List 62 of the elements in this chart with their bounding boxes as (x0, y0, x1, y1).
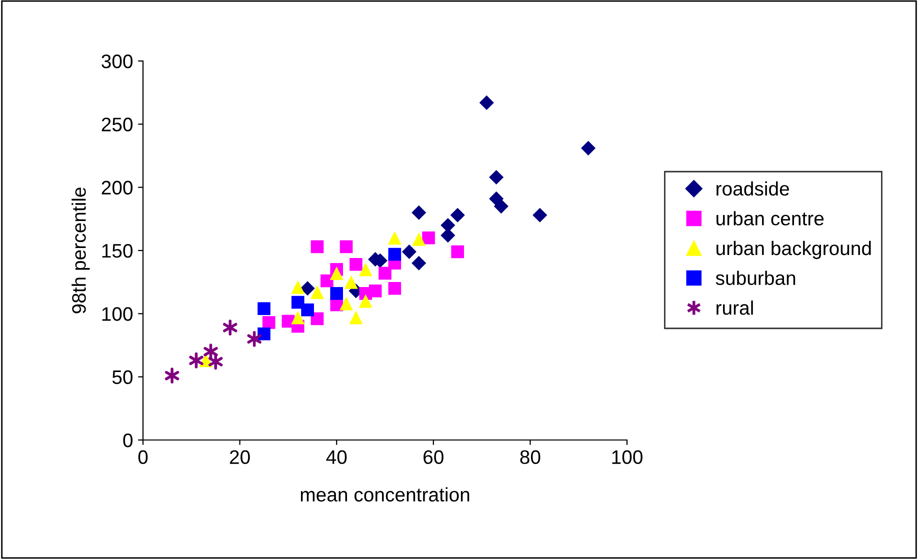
point (412, 205, 426, 220)
point (340, 240, 353, 254)
x-tick-label: 20 (230, 450, 250, 464)
point (580, 140, 596, 156)
legend-label: urban background (716, 240, 871, 260)
point (450, 208, 465, 222)
point (310, 240, 324, 254)
point (291, 280, 305, 294)
point (388, 282, 402, 295)
point (494, 199, 508, 214)
point (262, 316, 276, 329)
point (330, 266, 344, 280)
y-tick-label: 50 (112, 370, 133, 384)
point (479, 95, 494, 110)
x-tick-label: 60 (424, 450, 444, 464)
point (388, 231, 402, 245)
point (402, 244, 416, 260)
point (532, 208, 548, 222)
x-axis-title: mean concentration (300, 487, 470, 502)
point (359, 287, 372, 300)
y-axis-title: 98th percentile (72, 188, 90, 314)
point (412, 256, 426, 270)
y-tick-label: 0 (123, 433, 133, 448)
point (489, 170, 504, 185)
point (350, 258, 362, 271)
point (300, 281, 315, 296)
point (310, 285, 324, 299)
point (412, 232, 426, 246)
point (422, 231, 435, 244)
point (258, 302, 270, 316)
point (358, 294, 372, 308)
point (164, 368, 180, 384)
y-tick-label: 300 (102, 54, 133, 68)
legend-label: urban centre (716, 211, 824, 226)
legend-label: roadside (716, 181, 789, 196)
point (301, 303, 314, 316)
point (340, 296, 354, 310)
y-tick-label: 200 (102, 180, 133, 195)
point (330, 287, 343, 300)
point (247, 330, 262, 347)
x-tick-label: 100 (612, 450, 642, 464)
point (388, 248, 402, 261)
x-tick-label: 80 (520, 450, 540, 464)
point (349, 310, 363, 324)
x-tick-label: 40 (326, 450, 347, 464)
y-tick-label: 250 (102, 118, 133, 132)
y-tick-label: 100 (102, 307, 133, 321)
point (358, 262, 372, 276)
point (378, 266, 392, 280)
point (208, 354, 223, 370)
point (344, 275, 358, 289)
legend-label: suburban (716, 270, 796, 286)
x-tick-label: 0 (138, 450, 148, 464)
legend-label: rural (716, 300, 753, 315)
point (189, 352, 204, 368)
point (320, 274, 334, 288)
y-tick-label: 150 (102, 244, 133, 258)
point (223, 320, 238, 336)
point (258, 327, 270, 340)
point (451, 245, 464, 258)
point (440, 228, 456, 243)
point (291, 310, 305, 324)
